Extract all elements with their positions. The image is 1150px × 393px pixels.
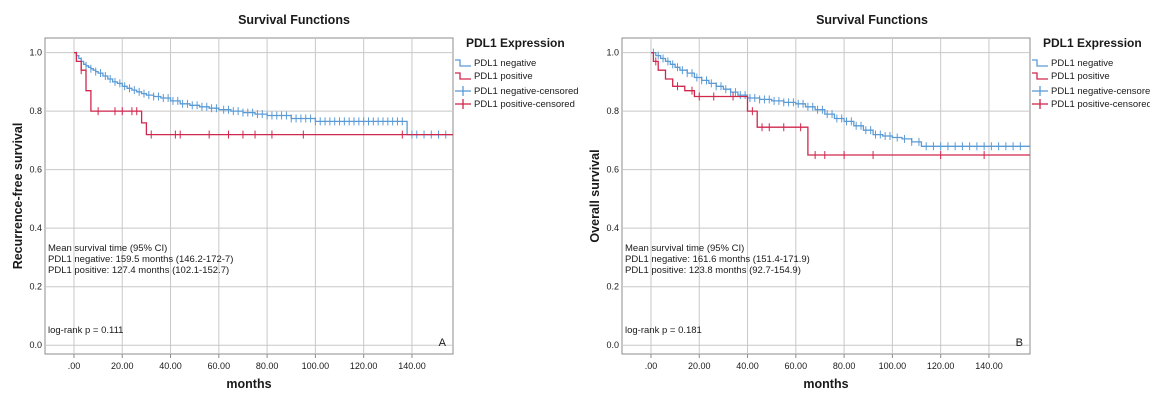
legend-label-positive-censored: PDL1 positive-censored: [1051, 99, 1150, 110]
series: [74, 51, 453, 139]
legend-swatch-positive-censored: [455, 99, 471, 109]
y-tick-label: 0.0: [29, 340, 42, 350]
series-line-pdl1-positive: [651, 51, 1030, 156]
plot-area-frame: [44, 37, 454, 355]
x-tick-label: 80.00: [256, 361, 279, 371]
y-axis-title: Recurrence-free survival: [11, 123, 25, 270]
legend-swatch-positive-censored: [1032, 99, 1048, 109]
legend-title: PDL1 Expression: [466, 36, 565, 50]
y-tick-label: 0.8: [29, 106, 42, 116]
plot-area-frame: [621, 37, 1031, 355]
x-tick-label: 140.00: [398, 361, 426, 371]
y-tick-label: 0.2: [606, 282, 619, 292]
logrank-p: log-rank p = 0.111: [48, 325, 123, 336]
series-line-pdl1-negative: [74, 51, 453, 136]
y-tick-label: 0.4: [606, 223, 619, 233]
axis-ticks: .00 20.00 40.00 60.00 80.00 100.00 120.00 140.0…: [606, 48, 1002, 371]
legend-swatch-positive: [455, 72, 471, 80]
series: [651, 48, 1030, 160]
y-tick-label: 0.4: [29, 223, 42, 233]
y-tick-label: 0.6: [606, 165, 619, 175]
x-tick-label: 60.00: [208, 361, 231, 371]
legend-swatch-negative: [1032, 59, 1048, 67]
x-axis-title: months: [803, 377, 848, 391]
legend-swatch-negative-censored: [455, 86, 471, 96]
panel-a: Survival Functions Recurrence-free survi…: [11, 13, 579, 391]
x-tick-label: 40.00: [736, 361, 759, 371]
legend-swatch-negative: [455, 59, 471, 67]
x-tick-label: .00: [68, 361, 81, 371]
axis-ticks: .00 20.00 40.00 60.00 80.00 100.00 120.00 140.0…: [29, 48, 425, 371]
x-tick-label: 120.00: [927, 361, 955, 371]
legend-swatch-positive: [1032, 72, 1048, 80]
legend-label-negative: PDL1 negative: [474, 58, 536, 69]
mean-survival-positive: PDL1 positive: 123.8 months (92.7-154.9): [625, 265, 801, 276]
x-tick-label: 120.00: [350, 361, 378, 371]
panel-letter: A: [439, 337, 447, 349]
y-tick-label: 0.2: [29, 282, 42, 292]
legend: PDL1 Expression PDL1 negative PDL1 posit…: [455, 36, 579, 110]
x-tick-label: 100.00: [879, 361, 907, 371]
y-tick-label: 0.8: [606, 106, 619, 116]
x-axis-title: months: [226, 377, 271, 391]
y-tick-label: 1.0: [29, 48, 42, 58]
y-tick-label: 0.0: [606, 340, 619, 350]
x-tick-label: 20.00: [111, 361, 134, 371]
legend-label-positive: PDL1 positive: [474, 71, 533, 82]
x-tick-label: 80.00: [833, 361, 856, 371]
mean-survival-positive: PDL1 positive: 127.4 months (102.1-152.7…: [48, 265, 229, 276]
logrank-p: log-rank p = 0.181: [625, 325, 702, 336]
x-tick-label: 40.00: [159, 361, 182, 371]
mean-survival-negative: PDL1 negative: 161.6 months (151.4-171.9…: [625, 254, 810, 265]
y-tick-label: 1.0: [606, 48, 619, 58]
x-tick-label: 140.00: [975, 361, 1003, 371]
x-tick-label: 100.00: [302, 361, 330, 371]
x-tick-label: 20.00: [688, 361, 711, 371]
x-tick-label: .00: [645, 361, 658, 371]
series-line-pdl1-positive: [74, 51, 453, 136]
y-axis-title: Overall survival: [588, 149, 602, 242]
mean-survival-header: Mean survival time (95% CI): [48, 243, 167, 254]
grid: [622, 38, 1030, 354]
legend-label-positive: PDL1 positive: [1051, 71, 1110, 82]
chart-title: Survival Functions: [816, 13, 928, 27]
series-line-pdl1-negative: [651, 51, 1030, 147]
panel-letter: B: [1016, 337, 1023, 349]
legend-label-negative: PDL1 negative: [1051, 58, 1113, 69]
grid: [45, 38, 453, 354]
x-tick-label: 60.00: [785, 361, 808, 371]
legend-label-positive-censored: PDL1 positive-censored: [474, 99, 575, 110]
legend-swatch-negative-censored: [1032, 86, 1048, 96]
legend-label-negative-censored: PDL1 negative-censored: [474, 86, 579, 97]
mean-survival-header: Mean survival time (95% CI): [625, 243, 744, 254]
legend-title: PDL1 Expression: [1043, 36, 1142, 50]
mean-survival-negative: PDL1 negative: 159.5 months (146.2-172-7…: [48, 254, 233, 265]
legend-label-negative-censored: PDL1 negative-censored: [1051, 86, 1150, 97]
chart-title: Survival Functions: [238, 13, 350, 27]
y-tick-label: 0.6: [29, 165, 42, 175]
panel-b: Survival Functions Overall survival mont…: [588, 13, 1150, 391]
legend: PDL1 Expression PDL1 negative PDL1 posit…: [1032, 36, 1150, 110]
